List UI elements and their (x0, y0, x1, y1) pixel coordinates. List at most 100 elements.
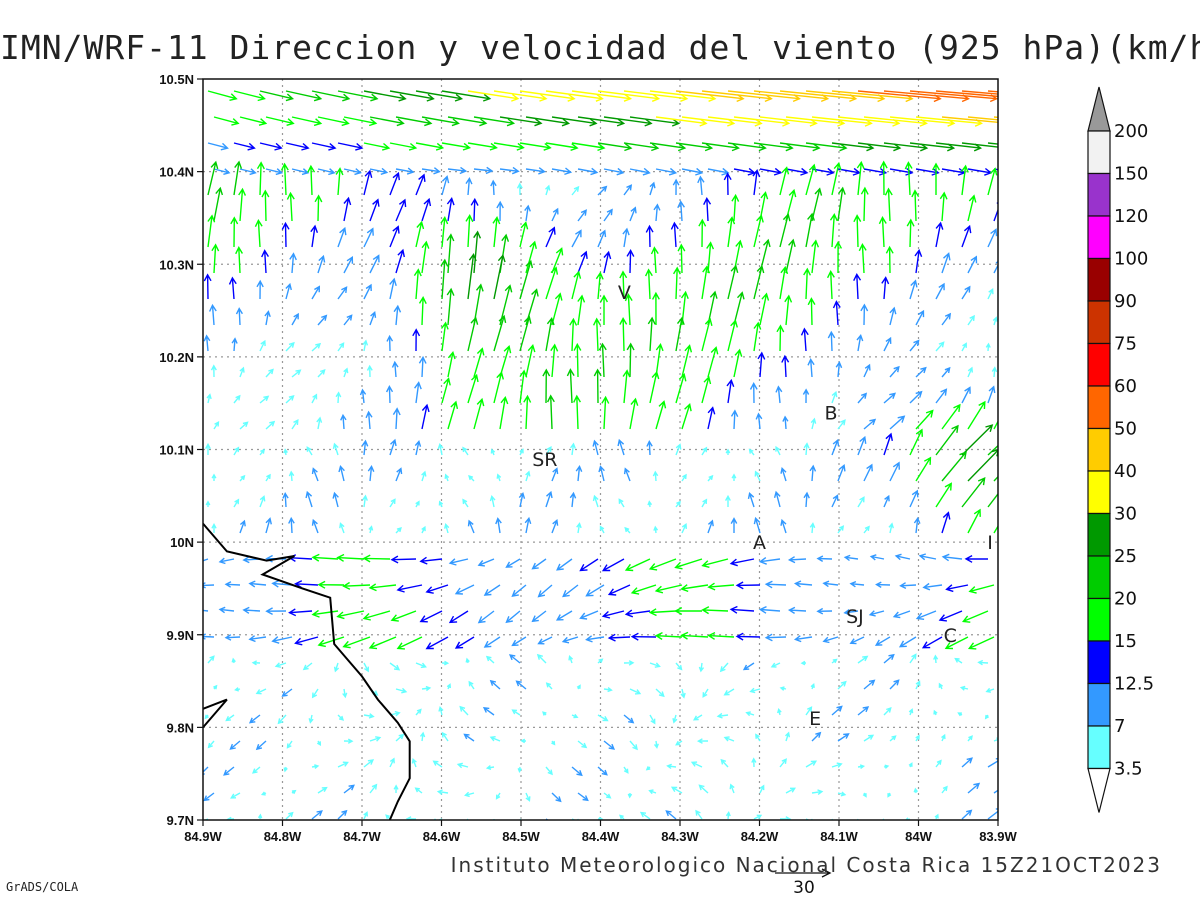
colorbar-swatch (1087, 427, 1111, 472)
wind-arrow (984, 714, 990, 720)
wind-arrow (516, 182, 523, 196)
wind-arrow (231, 657, 236, 664)
wind-arrow (368, 583, 397, 592)
wind-arrow (257, 813, 263, 820)
wind-arrow (317, 580, 345, 589)
wind-arrow (311, 764, 320, 769)
wind-arrow (477, 610, 495, 624)
wind-arrow (525, 167, 546, 175)
wind-arrow (265, 473, 271, 482)
wind-arrow (525, 470, 531, 482)
wind-arrow (889, 679, 900, 690)
colorbar-label: 15 (1114, 631, 1137, 652)
wind-arrow (343, 256, 354, 274)
wind-arrow (317, 254, 326, 274)
wind-arrow (233, 498, 240, 508)
wind-arrow (265, 420, 276, 430)
wind-arrow (490, 179, 497, 196)
wind-arrow (569, 317, 578, 352)
wind-arrow (601, 610, 625, 619)
x-tick-label: 84.3W (661, 829, 699, 844)
wind-arrow (207, 160, 219, 196)
wind-arrow (757, 351, 766, 378)
wind-arrow (727, 142, 767, 152)
wind-arrow (499, 116, 543, 127)
wind-arrow (389, 171, 400, 196)
wind-arrow (447, 400, 459, 430)
wind-arrow (597, 816, 604, 820)
wind-arrow (863, 679, 876, 690)
wind-arrow (421, 197, 432, 222)
wind-arrow (545, 316, 555, 352)
wind-arrow (495, 792, 501, 800)
wind-arrow (803, 442, 810, 456)
wind-arrow (837, 733, 850, 742)
wind-arrow (551, 792, 562, 803)
wind-arrow (748, 448, 755, 456)
wind-arrow (256, 279, 264, 300)
y-tick-label: 10.1N (159, 443, 194, 458)
wind-arrow (467, 373, 479, 404)
wind-arrow (438, 706, 444, 716)
wind-arrow (277, 714, 287, 725)
wind-arrow (977, 659, 989, 666)
wind-arrow (987, 808, 998, 820)
wind-arrow (468, 680, 475, 690)
wind-arrow (707, 406, 716, 430)
colorbar-label: 50 (1114, 419, 1137, 440)
wind-arrow (680, 688, 686, 699)
wind-arrow (542, 711, 547, 716)
wind-arrow (915, 309, 925, 326)
wind-arrow (652, 470, 659, 482)
wind-arrow (716, 712, 729, 719)
wind-arrow (967, 194, 977, 222)
colorbar-swatch (1087, 130, 1111, 175)
wind-arrow (205, 500, 211, 507)
colorbar-label: 120 (1114, 206, 1148, 227)
wind-arrow (941, 785, 948, 794)
wind-arrow (338, 464, 345, 482)
wind-arrow (467, 316, 479, 352)
colorbar-swatch (1087, 172, 1111, 217)
wind-arrow (727, 319, 738, 352)
wind-arrow (542, 368, 551, 404)
y-axis: 10.5N 10.4N 10.3N 10.2N 10.1N 10N 9.9N 9.8N 9.7N (159, 72, 203, 828)
wind-arrow (892, 610, 911, 619)
wind-arrow (827, 330, 836, 352)
wind-arrow (585, 635, 605, 643)
wind-arrow (849, 580, 865, 588)
wind-arrow (707, 582, 735, 591)
reference-vector: 30 (775, 868, 832, 898)
wind-arrow (702, 688, 709, 698)
wind-arrow (883, 764, 890, 769)
wind-arrow (437, 442, 444, 456)
wind-arrow (681, 116, 736, 127)
wind-arrow (697, 175, 705, 196)
place-label: B (825, 402, 838, 424)
wind-arrow (623, 90, 689, 102)
wind-arrow (733, 167, 756, 176)
wind-arrow (707, 167, 730, 176)
wind-arrow (889, 415, 906, 430)
wind-arrow (724, 494, 731, 507)
wind-arrow (363, 811, 368, 820)
wind-arrow (985, 687, 995, 693)
wind-arrow (525, 240, 537, 274)
wind-arrow (909, 339, 920, 352)
wind-arrow (274, 662, 287, 668)
wind-arrow (571, 229, 582, 248)
wind-arrow (785, 238, 796, 274)
wind-arrow (568, 655, 574, 664)
wind-arrow (624, 609, 651, 618)
wind-arrow (239, 366, 245, 378)
wind-arrow (993, 420, 998, 430)
wind-arrow (545, 142, 579, 151)
wind-arrow (909, 653, 917, 664)
wind-arrow (436, 789, 449, 795)
wind-arrow (670, 786, 683, 794)
wind-arrow (342, 636, 371, 649)
wind-arrow (316, 416, 323, 430)
wind-arrow (811, 789, 824, 795)
wind-arrow (758, 605, 781, 614)
wind-arrow (286, 191, 295, 222)
